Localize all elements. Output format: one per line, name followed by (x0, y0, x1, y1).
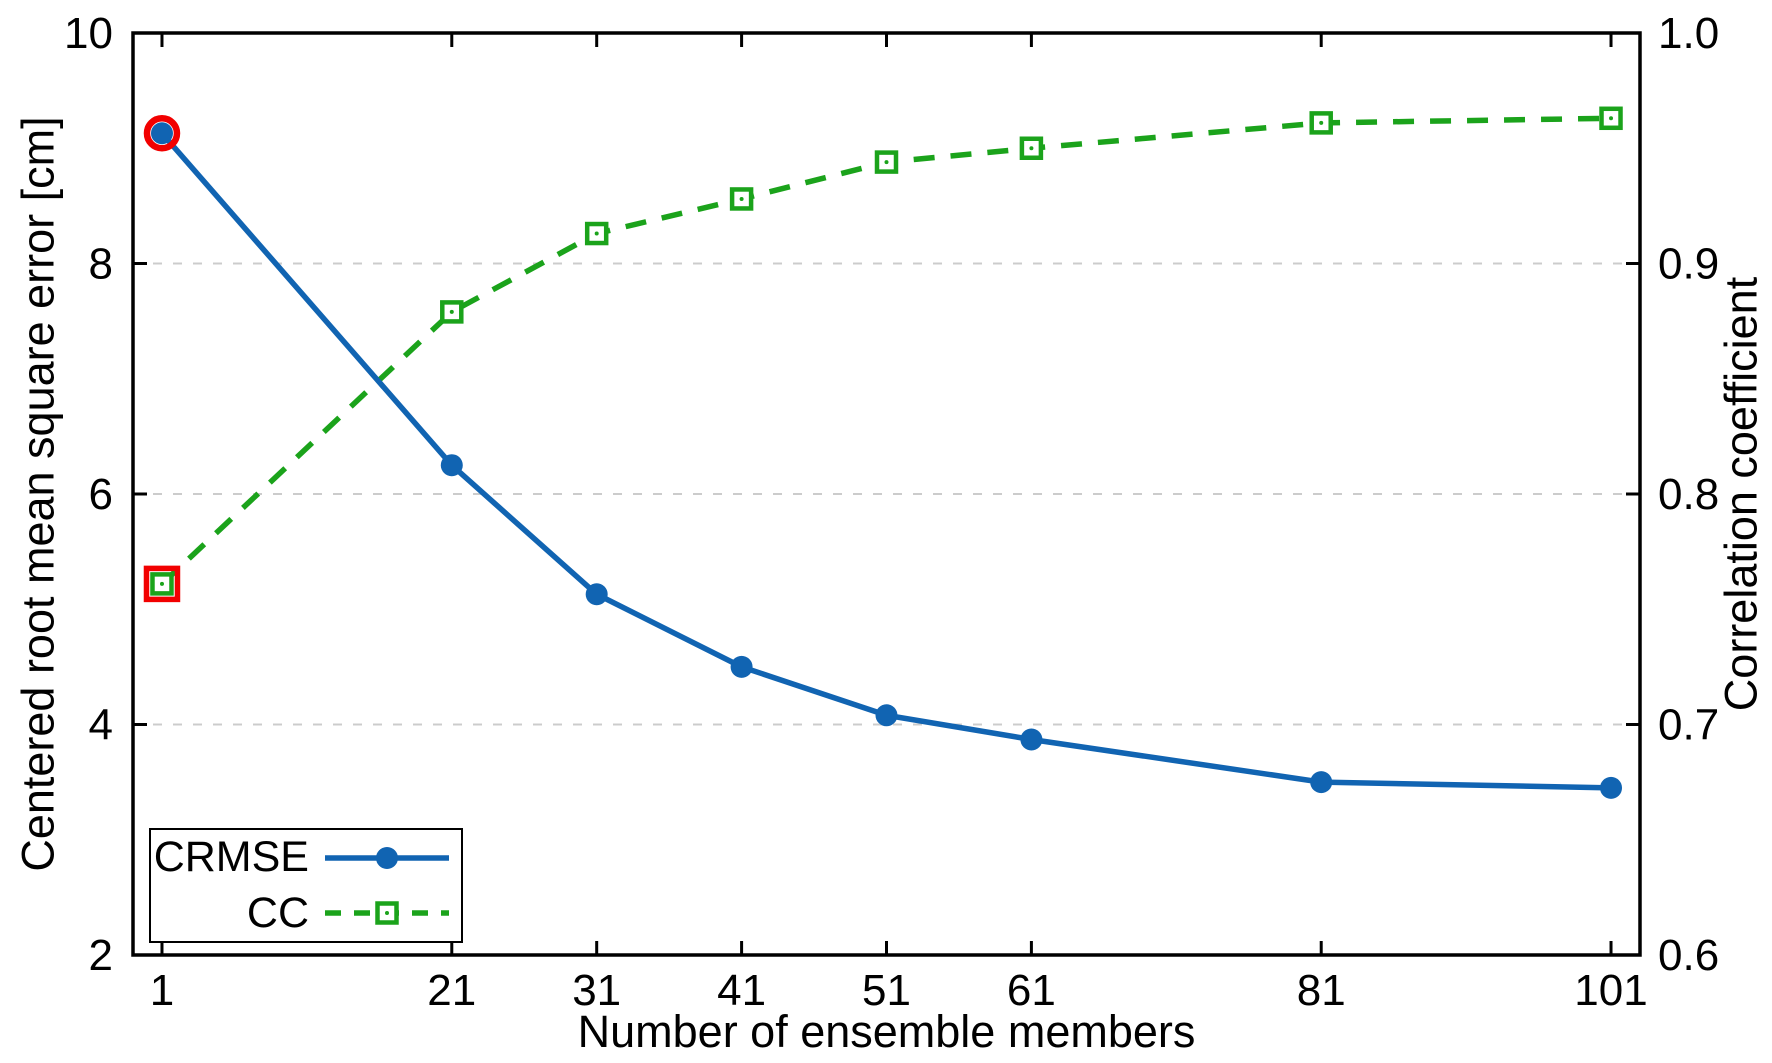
left-y-axis-title: Centered root mean square error [cm] (12, 116, 64, 872)
cc-marker-dot (1609, 116, 1614, 121)
left-y-tick-label: 4 (89, 701, 113, 750)
cc-sample-marker-dot (385, 911, 389, 916)
left-y-tick-label: 10 (64, 9, 113, 58)
cc-line (160, 115, 1612, 586)
x-tick-label: 51 (862, 966, 911, 1015)
right-y-tick-label: 1.0 (1658, 9, 1719, 58)
legend: CRMSE CC (149, 828, 463, 943)
x-tick-label: 21 (427, 966, 476, 1015)
legend-label-cc: CC (246, 888, 309, 937)
crmse-marker (1020, 728, 1043, 751)
highlight-square-cc (143, 565, 181, 603)
crmse-legend-sample (325, 846, 449, 869)
left-y-tick-label: 6 (89, 470, 113, 519)
crmse-marker (1310, 771, 1333, 794)
crmse-marker (730, 655, 753, 678)
right-y-axis-title: Correlation coefficient (1715, 276, 1767, 712)
cc-legend-sample (325, 901, 449, 925)
cc-marker-dot (739, 196, 744, 201)
cc-marker-dot (1319, 120, 1324, 125)
cc-marker-dot (159, 581, 164, 586)
cc-marker-dot (449, 309, 454, 314)
x-tick-label: 1 (150, 966, 174, 1015)
x-tick-label: 81 (1297, 966, 1346, 1015)
crmse-line (159, 131, 1612, 791)
x-tick-label: 31 (572, 966, 621, 1015)
x-tick-label: 101 (1574, 966, 1647, 1015)
right-y-tick-label: 0.9 (1658, 240, 1719, 289)
cc-marker-dot (594, 231, 599, 236)
right-y-tick-label: 0.6 (1658, 931, 1719, 980)
highlight-ring-crmse (143, 115, 181, 152)
x-tick-label: 41 (717, 966, 766, 1015)
cc-marker-dot (884, 160, 889, 165)
x-axis-title: Number of ensemble members (577, 1006, 1196, 1057)
left-y-tick-label: 8 (89, 240, 113, 289)
right-y-tick-label: 0.7 (1658, 701, 1719, 750)
crmse-marker (150, 122, 173, 145)
left-y-tick-label: 2 (89, 931, 113, 980)
legend-label-crmse: CRMSE (153, 833, 309, 882)
crmse-marker (875, 704, 898, 727)
legend-row-crmse: CRMSE (151, 830, 461, 886)
crmse-sample-marker (376, 846, 398, 869)
crmse-marker (585, 583, 608, 606)
legend-row-cc: CC (151, 886, 461, 942)
cc-marker-dot (1029, 146, 1034, 151)
crmse-marker (1600, 776, 1623, 799)
x-tick-label: 61 (1007, 966, 1056, 1015)
right-y-tick-label: 0.8 (1658, 470, 1719, 519)
crmse-marker (440, 454, 463, 477)
